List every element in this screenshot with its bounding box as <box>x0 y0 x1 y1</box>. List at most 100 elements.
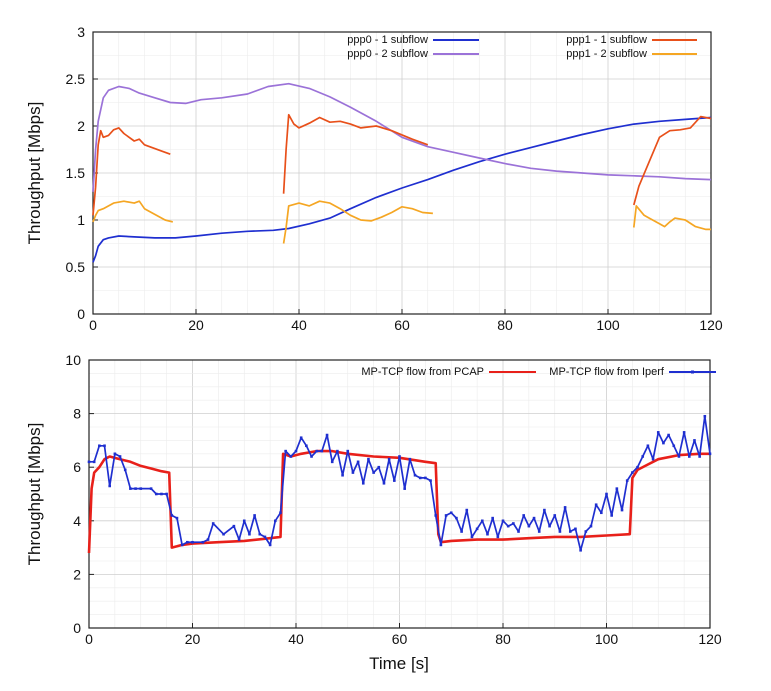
x-tick-label: 120 <box>698 631 722 647</box>
data-point <box>154 492 158 496</box>
data-point <box>677 455 681 458</box>
x-tick-label: 80 <box>495 631 511 647</box>
y-tick-label: 2 <box>73 566 81 582</box>
data-point <box>211 522 215 525</box>
data-point <box>563 506 567 509</box>
data-point <box>320 449 324 453</box>
data-point <box>268 543 272 547</box>
data-point <box>149 487 153 490</box>
data-point <box>543 508 546 512</box>
data-point <box>496 535 500 539</box>
data-point <box>377 465 381 469</box>
y-tick-label: 2 <box>77 118 85 134</box>
data-point <box>139 487 143 490</box>
data-point <box>444 514 448 517</box>
data-point <box>361 481 365 485</box>
data-point <box>325 433 329 437</box>
data-point <box>522 514 525 517</box>
data-point <box>548 524 551 528</box>
legend-label: ppp1 - 1 subflow <box>566 34 647 46</box>
legend-label: ppp1 - 2 subflow <box>566 48 647 60</box>
y-tick-label: 1 <box>77 212 85 228</box>
x-tick-label: 40 <box>288 631 304 647</box>
x-tick-label: 100 <box>595 631 619 647</box>
series-line <box>282 113 429 194</box>
data-point <box>284 449 287 453</box>
data-point <box>134 487 137 490</box>
data-point <box>398 455 401 458</box>
series-line <box>282 200 433 244</box>
data-point <box>274 519 277 523</box>
data-point <box>108 484 111 488</box>
data-point <box>646 444 650 448</box>
data-point <box>527 524 531 528</box>
x-tick-label: 20 <box>185 631 201 647</box>
data-point <box>175 516 179 520</box>
data-point <box>610 514 613 517</box>
data-point <box>372 471 375 474</box>
series-line <box>632 205 711 231</box>
data-point <box>305 444 308 448</box>
x-tick-label: 40 <box>291 317 307 333</box>
data-point <box>346 449 350 453</box>
data-point <box>367 457 370 461</box>
data-point <box>574 527 577 531</box>
data-point <box>553 514 557 517</box>
x-tick-label: 60 <box>392 631 408 647</box>
data-point <box>129 487 132 490</box>
series-line <box>632 115 712 206</box>
data-point <box>279 511 282 515</box>
y-tick-label: 0 <box>73 620 81 636</box>
data-point <box>708 452 712 456</box>
data-point <box>242 519 246 523</box>
data-point <box>429 479 432 482</box>
data-point <box>703 414 707 418</box>
data-point <box>92 460 96 464</box>
x-axis-label: Time [s] <box>369 654 429 673</box>
data-point <box>537 530 541 533</box>
data-point <box>232 524 236 528</box>
x-tick-label: 0 <box>85 631 93 647</box>
data-point <box>424 476 427 480</box>
data-point <box>620 508 624 512</box>
data-point <box>512 522 515 525</box>
data-point <box>263 535 267 539</box>
y-tick-labels: 0 2 4 6 8 10 <box>65 352 94 636</box>
data-point <box>160 492 163 496</box>
data-point <box>113 452 117 456</box>
y-axis-label: Throughput [Mbps] <box>25 423 44 566</box>
x-tick-label: 60 <box>394 317 410 333</box>
data-point <box>672 444 676 448</box>
y-tick-label: 2.5 <box>66 71 86 87</box>
data-point <box>393 479 396 482</box>
data-point <box>294 449 298 453</box>
series-line <box>92 127 171 216</box>
series-3 <box>92 113 712 216</box>
y-tick-label: 3 <box>77 24 85 40</box>
data-point <box>475 527 479 531</box>
data-point <box>387 457 391 461</box>
y-tick-label: 8 <box>73 406 81 422</box>
data-point <box>651 457 655 461</box>
y-axis-label: Throughput [Mbps] <box>25 102 44 245</box>
legend: MP-TCP flow from PCAP MP-TCP flow from Ip… <box>361 366 716 378</box>
legend-label: ppp0 - 1 subflow <box>347 34 428 46</box>
data-point <box>186 540 189 544</box>
data-point <box>506 524 510 528</box>
data-point <box>382 481 386 485</box>
data-point <box>491 516 494 520</box>
data-point <box>237 538 241 541</box>
data-point <box>170 514 174 517</box>
data-point <box>165 492 168 496</box>
data-point <box>201 540 205 544</box>
data-point <box>636 465 639 469</box>
data-point <box>336 449 339 453</box>
legend: ppp0 - 1 subflow ppp0 - 2 subflow ppp1 - 1… <box>347 34 697 60</box>
legend-marker <box>691 370 694 374</box>
data-point <box>579 548 582 552</box>
data-point <box>594 503 598 507</box>
data-point <box>341 473 344 477</box>
data-point <box>206 538 210 541</box>
data-point <box>403 487 406 490</box>
data-point <box>191 540 194 544</box>
